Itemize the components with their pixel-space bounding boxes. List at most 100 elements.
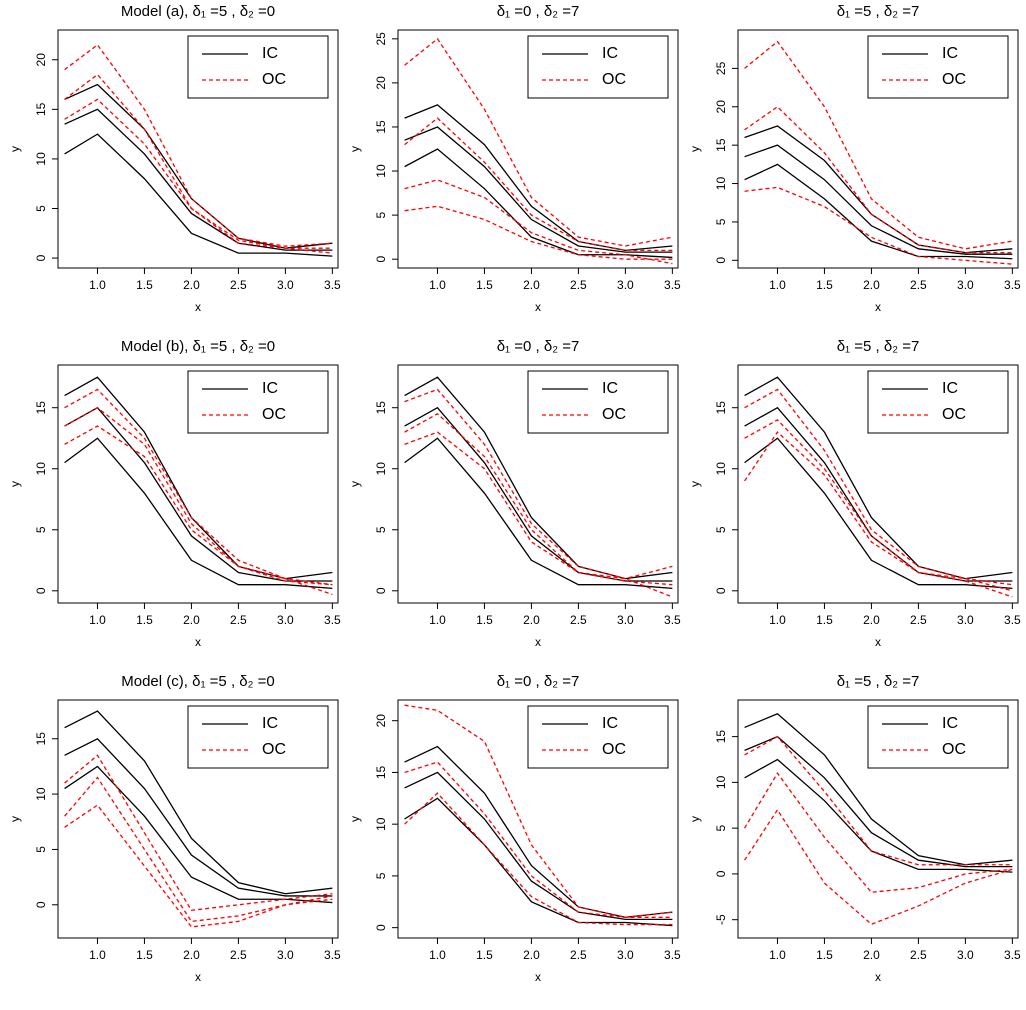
legend-box <box>187 35 329 99</box>
y-tick-label: 20 <box>374 76 388 90</box>
curve <box>64 710 333 895</box>
x-tick-label: 2.0 <box>523 613 540 627</box>
curve <box>64 425 333 586</box>
plot-frame <box>57 29 339 269</box>
legend-box <box>867 35 1009 99</box>
x-tick-label: 2.5 <box>570 613 587 627</box>
plot-area <box>404 37 673 265</box>
y-axis-label: y <box>688 146 702 152</box>
y-tick-label: 0 <box>34 901 48 908</box>
panel: δ₁ =5 , δ₂ =7 1.0 1.5 2.0 2.5 3.0 3.5 0 5 10 15 20 2… <box>688 3 1021 314</box>
x-tick-label: 1.0 <box>429 613 446 627</box>
y-tick-label: 20 <box>374 714 388 728</box>
plot-frame <box>397 29 679 269</box>
legend-label: OC <box>602 71 626 88</box>
y-tick-label: 0 <box>374 587 388 594</box>
x-tick-label: 2.0 <box>183 278 200 292</box>
y-axis-label: y <box>348 816 362 822</box>
x-tick-label: 1.0 <box>89 278 106 292</box>
y-tick-label: 5 <box>374 526 388 533</box>
y-axis-label: y <box>688 816 702 822</box>
x-tick-label: 1.5 <box>476 278 493 292</box>
panel: Model (c), δ₁ =5 , δ₂ =0 1.0 1.5 2.0 2.5 3.0 3… <box>8 673 341 984</box>
x-axis-label: x <box>875 635 881 649</box>
curve <box>64 43 333 247</box>
y-axis-label: y <box>348 146 362 152</box>
curve <box>404 797 673 927</box>
x-axis-label: x <box>535 970 541 984</box>
y-axis-label: y <box>8 146 22 152</box>
y-tick-label: 10 <box>34 462 48 476</box>
legend-label: IC <box>602 380 618 397</box>
x-tick-label: 1.5 <box>136 613 153 627</box>
curve <box>404 771 673 921</box>
y-tick-label: 15 <box>714 138 728 152</box>
x-tick-label: 2.0 <box>183 613 200 627</box>
legend-label: OC <box>942 406 966 423</box>
curve <box>744 144 1013 255</box>
chart-title: δ₁ =0 , δ₂ =7 <box>497 3 580 20</box>
panel: δ₁ =0 , δ₂ =7 1.0 1.5 2.0 2.5 3.0 3.5 0 5 10 15 x y I… <box>348 338 681 649</box>
curve <box>64 437 333 590</box>
y-tick-label: 0 <box>714 257 728 264</box>
plot-frame <box>57 364 339 604</box>
y-tick-label: 15 <box>374 401 388 415</box>
curve <box>744 105 1013 254</box>
curve <box>744 125 1013 254</box>
legend-label: OC <box>262 71 286 88</box>
curve <box>404 388 673 580</box>
curve <box>404 745 673 918</box>
curve <box>744 419 1013 592</box>
chart-title: δ₁ =5 , δ₂ =7 <box>837 3 920 20</box>
legend-box <box>527 370 669 434</box>
curve <box>404 792 673 926</box>
x-axis-label: x <box>195 970 201 984</box>
y-tick-label: 5 <box>714 218 728 225</box>
y-tick-label: -5 <box>714 914 728 925</box>
x-tick-label: 3.5 <box>664 278 681 292</box>
y-tick-label: 10 <box>714 462 728 476</box>
legend-label: OC <box>942 741 966 758</box>
curve <box>404 126 673 253</box>
legend-label: IC <box>262 45 278 62</box>
curve <box>64 737 333 897</box>
x-tick-label: 1.5 <box>136 278 153 292</box>
legend-label: IC <box>262 715 278 732</box>
x-tick-label: 2.5 <box>230 278 247 292</box>
curve <box>404 148 673 259</box>
y-tick-label: 5 <box>714 526 728 533</box>
y-axis-label: y <box>348 481 362 487</box>
panel: δ₁ =5 , δ₂ =7 1.0 1.5 2.0 2.5 3.0 3.5 0 5 10 15 x y I… <box>688 338 1021 649</box>
x-tick-label: 3.0 <box>617 278 634 292</box>
x-tick-label: 2.5 <box>910 948 927 962</box>
y-tick-label: 20 <box>714 100 728 114</box>
legend-label: OC <box>602 741 626 758</box>
x-tick-label: 3.0 <box>617 948 634 962</box>
x-tick-label: 3.5 <box>324 948 341 962</box>
y-tick-label: 0 <box>714 870 728 877</box>
legend-box <box>187 370 329 434</box>
plot-frame <box>737 29 1019 269</box>
y-tick-label: 0 <box>374 924 388 931</box>
chart-title: δ₁ =0 , δ₂ =7 <box>497 338 580 355</box>
curve <box>64 406 333 582</box>
panel: Model (b), δ₁ =5 , δ₂ =0 1.0 1.5 2.0 2.5 3.0 3… <box>8 338 341 649</box>
y-tick-label: 10 <box>374 462 388 476</box>
x-tick-label: 1.0 <box>769 278 786 292</box>
plot-frame <box>397 699 679 939</box>
plot-area <box>404 704 673 927</box>
y-tick-label: 20 <box>34 53 48 67</box>
chart-title: δ₁ =5 , δ₂ =7 <box>837 338 920 355</box>
y-axis-label: y <box>8 481 22 487</box>
y-tick-label: 10 <box>374 817 388 831</box>
x-tick-label: 1.5 <box>136 948 153 962</box>
x-tick-label: 1.5 <box>476 948 493 962</box>
y-tick-label: 0 <box>374 256 388 263</box>
curve <box>744 163 1013 260</box>
legend-label: IC <box>262 380 278 397</box>
x-tick-label: 1.0 <box>429 278 446 292</box>
x-tick-label: 3.0 <box>957 278 974 292</box>
curve <box>404 179 673 265</box>
chart-title: Model (b), δ₁ =5 , δ₂ =0 <box>121 338 275 355</box>
